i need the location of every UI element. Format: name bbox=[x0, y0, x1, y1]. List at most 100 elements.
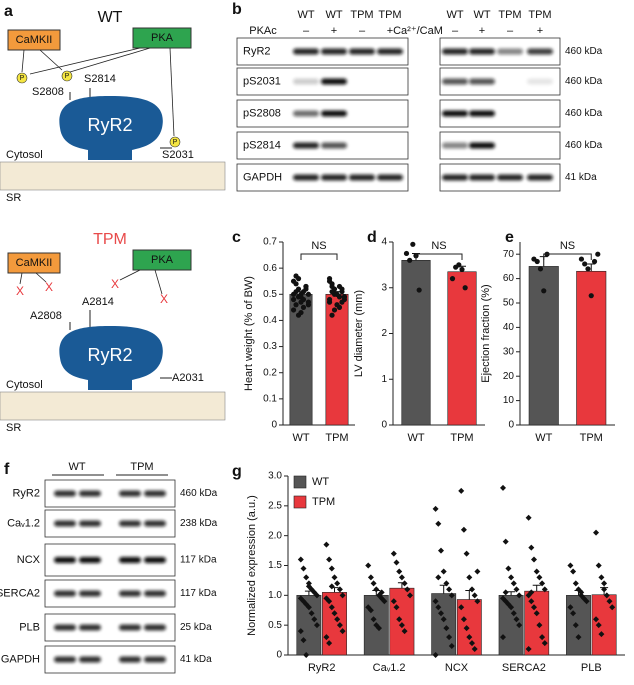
point bbox=[539, 580, 546, 587]
point bbox=[393, 559, 400, 566]
row-label: GAPDH bbox=[243, 171, 282, 183]
x-tick-label: PLB bbox=[581, 662, 602, 674]
point bbox=[334, 580, 341, 587]
size-label: 117 kDa bbox=[180, 588, 217, 599]
blot-band bbox=[144, 590, 166, 597]
row-label: pS2814 bbox=[243, 139, 281, 151]
point bbox=[508, 574, 515, 581]
point bbox=[396, 568, 403, 575]
blot-band bbox=[144, 624, 166, 631]
point bbox=[536, 574, 543, 581]
point bbox=[541, 640, 548, 647]
panel-label: d bbox=[367, 229, 377, 246]
point bbox=[572, 622, 579, 629]
sign: + bbox=[479, 25, 485, 37]
blot-band bbox=[497, 48, 523, 55]
column-label: WT bbox=[325, 9, 342, 21]
blot-band bbox=[79, 590, 101, 597]
point bbox=[293, 281, 299, 287]
bar bbox=[322, 592, 347, 656]
y-tick-label: 1 bbox=[381, 374, 387, 385]
blot-band bbox=[144, 520, 166, 527]
compartment: SR bbox=[6, 192, 21, 204]
blot-box bbox=[439, 163, 561, 192]
point bbox=[303, 652, 310, 658]
blot-band bbox=[321, 78, 347, 85]
row-label: GAPDH bbox=[1, 653, 40, 665]
group-label: WT bbox=[68, 461, 85, 473]
y-axis-title: Ejection fraction (%) bbox=[480, 284, 492, 382]
blot-band bbox=[469, 110, 495, 117]
point bbox=[401, 628, 408, 635]
point bbox=[331, 307, 338, 313]
point bbox=[378, 589, 385, 596]
phospho-label: P bbox=[173, 139, 178, 146]
blot-band bbox=[144, 490, 166, 497]
blot-box bbox=[44, 645, 176, 674]
blot-band bbox=[54, 557, 76, 563]
point bbox=[393, 604, 400, 611]
point bbox=[365, 562, 372, 569]
row-label: pS2808 bbox=[243, 107, 281, 119]
point bbox=[305, 604, 312, 611]
phospho bbox=[61, 70, 73, 82]
point bbox=[510, 580, 517, 587]
point bbox=[536, 622, 543, 629]
size-label: 238 kDa bbox=[180, 518, 218, 529]
row-label: Caᵥ1.2 bbox=[7, 517, 40, 529]
point bbox=[435, 604, 442, 611]
annotation: NS bbox=[431, 240, 446, 252]
point bbox=[305, 291, 312, 297]
blot-band bbox=[442, 110, 468, 117]
legend-label: WT bbox=[312, 476, 329, 488]
size-label: 460 kDa bbox=[565, 140, 603, 151]
point bbox=[601, 586, 608, 593]
point bbox=[440, 568, 447, 575]
point bbox=[303, 283, 309, 290]
point bbox=[339, 592, 346, 599]
blot-box bbox=[44, 509, 176, 538]
point bbox=[336, 586, 343, 593]
point bbox=[525, 646, 532, 653]
point bbox=[328, 565, 335, 572]
point bbox=[396, 616, 403, 623]
y-tick-label: 0 bbox=[381, 420, 387, 431]
blot-band bbox=[144, 557, 166, 563]
x-tick-label: SERCA2 bbox=[502, 662, 546, 674]
point bbox=[341, 294, 348, 300]
point bbox=[458, 487, 465, 494]
blot-band bbox=[119, 520, 141, 527]
y-tick-label: 2.0 bbox=[268, 530, 282, 541]
point bbox=[295, 276, 302, 282]
blot-band bbox=[79, 557, 101, 563]
point bbox=[516, 622, 523, 629]
point bbox=[505, 565, 512, 572]
point bbox=[609, 604, 616, 611]
row-label: RyR2 bbox=[243, 45, 271, 57]
point bbox=[533, 610, 540, 617]
point bbox=[510, 610, 517, 617]
bracket bbox=[543, 253, 592, 260]
blot-band bbox=[293, 48, 319, 55]
point bbox=[449, 276, 456, 282]
point bbox=[323, 634, 330, 641]
blocks: X X X X bbox=[16, 277, 168, 306]
point bbox=[375, 625, 382, 632]
channel bbox=[59, 96, 163, 160]
x-tick-label: TPM bbox=[580, 432, 603, 444]
channel-label: RyR2 bbox=[87, 345, 132, 365]
point bbox=[469, 586, 476, 593]
x-tick-label: WT bbox=[292, 432, 309, 444]
point bbox=[537, 266, 544, 272]
point bbox=[572, 580, 579, 587]
blot-band bbox=[54, 656, 76, 663]
kinase-box bbox=[7, 29, 61, 51]
point bbox=[398, 574, 405, 581]
point bbox=[598, 631, 605, 638]
point bbox=[329, 289, 335, 295]
arrows bbox=[19, 269, 163, 295]
y-tick-label: 20 bbox=[503, 371, 515, 382]
point bbox=[298, 294, 304, 300]
blot-band bbox=[119, 557, 141, 563]
compartment: SR bbox=[6, 422, 21, 434]
